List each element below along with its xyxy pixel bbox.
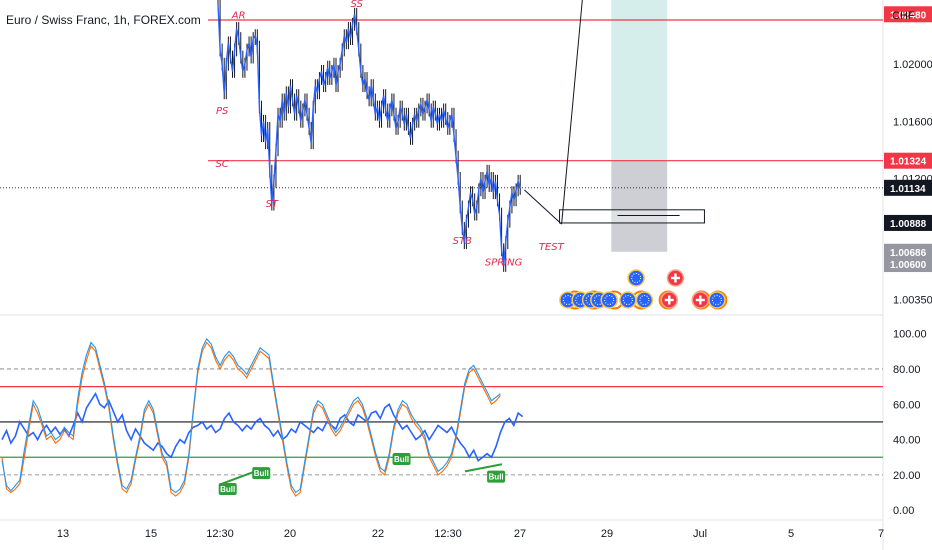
price-badge: 1.01134 xyxy=(884,179,932,196)
event-icon-blue xyxy=(619,291,637,309)
bull-label: Bull xyxy=(218,482,237,495)
bull-label-text: Bull xyxy=(220,485,235,494)
indicator-tick-label: 60.00 xyxy=(893,399,921,411)
axes: 1.020001.016001.012001.003501.024801.013… xyxy=(57,6,932,540)
indicator-tick-label: 100.00 xyxy=(893,329,927,341)
time-tick-label: 20 xyxy=(284,528,296,540)
event-icon-blue xyxy=(627,269,645,287)
test-box xyxy=(559,209,705,224)
price-badge-label: 1.00686 xyxy=(890,248,927,259)
event-icon-blue xyxy=(708,291,726,309)
price-line xyxy=(217,4,521,266)
price-pane[interactable]: AR SS PS SC ST STB SPRING TEST xyxy=(0,0,883,310)
time-tick-label: 5 xyxy=(788,528,794,540)
event-icon-blue xyxy=(635,291,654,309)
price-badge: 1.00888 xyxy=(884,214,932,231)
time-tick-label: 29 xyxy=(601,528,613,540)
time-tick-label: Jul xyxy=(693,528,707,540)
price-badge-label: 1.01134 xyxy=(890,184,926,195)
time-tick-label: 27 xyxy=(514,528,526,540)
price-badge-label: 1.00888 xyxy=(890,219,927,230)
stop-zone xyxy=(611,160,668,252)
target-zone xyxy=(611,0,668,161)
wyckoff-label-stb: STB xyxy=(453,236,472,247)
price-badge: 1.00686 xyxy=(884,243,932,260)
indicator-series-2 xyxy=(1,337,501,494)
price-badge: 1.01324 xyxy=(884,152,932,169)
wyckoff-label-ps: PS xyxy=(216,106,229,117)
bull-divergence-line xyxy=(464,463,503,473)
time-tick-label: 15 xyxy=(145,528,157,540)
indicator-series-0 xyxy=(1,391,524,462)
wyckoff-label-spring: SPRING xyxy=(485,257,523,268)
event-icon-red-plus xyxy=(691,291,710,309)
wyckoff-label-test: TEST xyxy=(539,242,565,253)
price-badge: 1.00600 xyxy=(884,256,932,273)
bull-label-text: Bull xyxy=(394,455,409,464)
wyckoff-label-ss: SS xyxy=(351,0,364,10)
chart-title: Euro / Swiss Franc, 1h, FOREX.com xyxy=(6,13,201,27)
time-tick-label: 12:30 xyxy=(434,528,462,540)
event-icon-blue xyxy=(600,291,618,309)
price-badge: 1.02480 xyxy=(884,6,932,23)
indicator-tick-label: 0.00 xyxy=(893,505,914,517)
time-tick-label: 22 xyxy=(372,528,384,540)
wyckoff-label-st: ST xyxy=(266,199,279,210)
time-tick-label: 7 xyxy=(878,528,884,540)
event-icon-red-plus xyxy=(666,269,685,287)
projection-line-up xyxy=(561,0,583,225)
bull-label: Bull xyxy=(392,452,411,465)
wyckoff-label-sc: SC xyxy=(215,159,228,170)
time-tick-label: 13 xyxy=(57,528,69,540)
price-badge-label: 1.02480 xyxy=(890,10,927,21)
price-badge-label: 1.01324 xyxy=(890,157,927,168)
price-tick-label: 1.01600 xyxy=(893,116,932,128)
indicator-series-1 xyxy=(1,341,501,497)
wyckoff-label-ar: AR xyxy=(231,11,246,22)
price-tick-label: 1.00350 xyxy=(893,295,932,307)
bull-label-text: Bull xyxy=(254,469,269,478)
bull-label-text: Bull xyxy=(489,473,504,482)
time-tick-label: 12:30 xyxy=(206,528,234,540)
bull-label: Bull xyxy=(252,467,271,480)
bull-label: Bull xyxy=(487,470,506,483)
price-tick-label: 1.02000 xyxy=(893,59,932,71)
indicator-tick-label: 40.00 xyxy=(893,435,921,447)
price-badge-label: 1.00600 xyxy=(890,260,927,271)
indicator-pane[interactable]: Bull Bull Bull Bull xyxy=(0,337,883,497)
event-icon-red-plus xyxy=(660,291,679,309)
indicator-tick-label: 80.00 xyxy=(893,364,921,376)
projection-line-down xyxy=(524,189,562,225)
indicator-tick-label: 20.00 xyxy=(893,470,921,482)
currency-label: CHF xyxy=(892,10,915,22)
